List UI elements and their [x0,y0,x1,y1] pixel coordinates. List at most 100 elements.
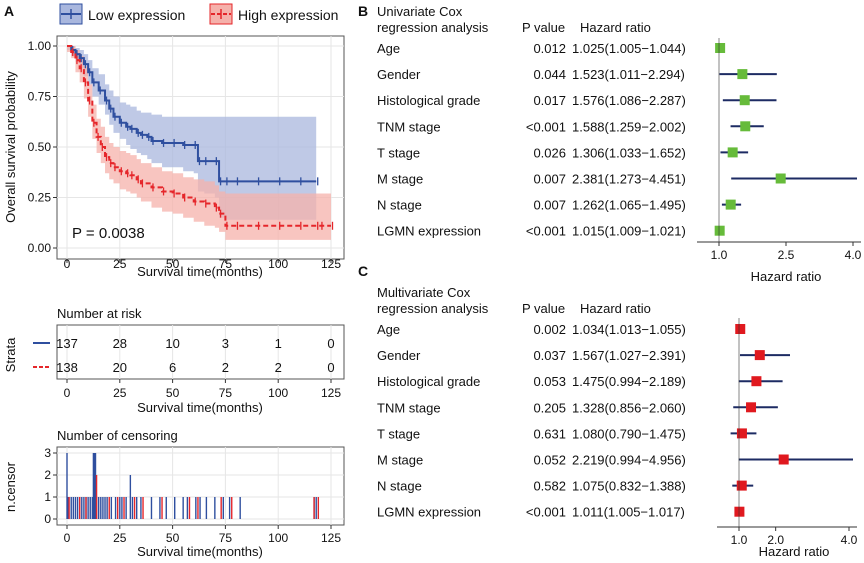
forest-marker [746,402,757,413]
risk-cell: 138 [56,360,78,375]
forest-marker [751,376,762,387]
censor-xtick-label: 125 [321,531,341,545]
risk-x-ticks: 0 25 50 75 100 125 [64,379,341,400]
risk-strata-markers [33,342,50,368]
forest-row-p: <0.001 [526,224,566,239]
forest-marker [734,506,745,517]
forest-row-p: 0.037 [533,348,566,363]
km-xtick-label: 0 [64,257,71,271]
censor-x-ticks: 0 25 50 75 100 125 [64,525,341,545]
forest-row-p: 0.002 [533,322,566,337]
forest-row-hr: 1.080(0.790−1.475) [572,426,686,441]
forest-row-var: N stage [377,479,422,494]
forest-row-var: N stage [377,198,422,213]
forest-xtick-label: 2.0 [767,533,784,547]
censor-ytick-label: 1 [44,490,51,504]
km-confidence-bands [67,46,331,240]
forest-row-var: TNM stage [377,400,441,415]
forest-row-hr: 1.025(1.005−1.044) [572,41,686,56]
forest-marker [736,480,747,491]
uni-forest-plot: 1.0 2.5 4.0 [697,38,862,262]
forest-marker [727,147,738,158]
censor-xtick-label: 50 [166,531,180,545]
forest-row-var: M stage [377,172,423,187]
risk-xtick-label: 0 [64,386,71,400]
risk-cell: 6 [169,360,176,375]
km-curves [67,45,334,230]
forest-row-hr: 1.475(0.994−2.189) [572,374,686,389]
uni-header-line1: Univariate Cox [377,4,463,19]
forest-xtick-label: 1.0 [711,248,728,262]
forest-xtick-label: 2.5 [778,248,795,262]
forest-marker [754,350,765,361]
forest-row-hr: 1.588(1.259−2.002) [572,119,686,134]
forest-xtick-label: 4.0 [845,248,862,262]
censor-xtick-label: 0 [64,531,71,545]
risk-xtick-label: 75 [219,386,233,400]
forest-marker [714,225,725,236]
forest-row-var: LGMN expression [377,224,481,239]
forest-row-var: LGMN expression [377,505,481,520]
forest-row-var: T stage [377,145,420,160]
risk-cell: 137 [56,336,78,351]
risk-cell: 20 [113,360,127,375]
forest-row-hr: 2.219(0.994−4.956) [572,453,686,468]
panel-label-a: A [4,3,14,19]
forest-row-var: M stage [377,453,423,468]
risk-xtick-label: 125 [321,386,341,400]
forest-row-p: 0.582 [533,479,566,494]
risk-plot-frame [56,324,345,380]
forest-row-hr: 1.015(1.009−1.021) [572,224,686,239]
risk-cell: 2 [222,360,229,375]
km-x-label: Survival time(months) [137,264,263,279]
censor-ytick-label: 3 [44,446,51,460]
forest-row-hr: 1.262(1.065−1.495) [572,198,686,213]
forest-row-var: Gender [377,67,421,82]
km-xtick-label: 100 [268,257,288,271]
risk-y-label: Strata [3,337,18,372]
legend-low-label: Low expression [88,7,185,23]
risk-cell: 0 [327,360,334,375]
forest-xtick-label: 4.0 [841,533,858,547]
km-ytick-label: 1.00 [28,39,52,53]
forest-marker [735,324,746,334]
censor-y-ticks: 0 1 2 3 [44,446,57,526]
forest-row-hr: 1.034(1.013−1.055) [572,322,686,337]
censor-xtick-label: 25 [113,531,127,545]
multi-header-hr: Hazard ratio [580,301,651,316]
forest-xtick-label: 1.0 [731,533,748,547]
forest-row-hr: 1.328(0.856−2.060) [572,400,686,415]
legend-high-label: High expression [238,7,338,23]
forest-marker [778,454,789,465]
forest-row-p: 0.012 [533,41,566,56]
uni-header-hr: Hazard ratio [580,20,651,35]
forest-marker [736,428,747,439]
risk-cell: 28 [113,336,127,351]
km-xtick-label: 25 [113,257,127,271]
km-y-label: Overall survival probability [3,71,18,223]
forest-marker [737,69,748,80]
censor-title: Number of censoring [57,428,178,443]
panel-label-b: B [358,3,368,19]
forest-row-p: 0.052 [533,453,566,468]
forest-row-p: 0.205 [533,400,566,415]
multi-header-line2: regression analysis [377,301,489,316]
censor-ytick-label: 0 [44,512,51,526]
km-xtick-label: 50 [166,257,180,271]
forest-row-p: 0.007 [533,198,566,213]
risk-cell: 10 [165,336,179,351]
forest-row-p: <0.001 [526,505,566,520]
censor-xtick-label: 75 [219,531,233,545]
forest-row-p: <0.001 [526,119,566,134]
censor-y-label: n.censor [3,461,18,512]
km-ytick-label: 0.50 [28,140,52,154]
risk-cell: 2 [275,360,282,375]
panel-label-c: C [358,263,368,279]
risk-x-label: Survival time(months) [137,400,263,415]
km-ytick-label: 0.25 [28,191,52,205]
censor-ytick-label: 2 [44,468,51,482]
censor-xtick-label: 100 [268,531,288,545]
forest-row-var: Histological grade [377,93,480,108]
